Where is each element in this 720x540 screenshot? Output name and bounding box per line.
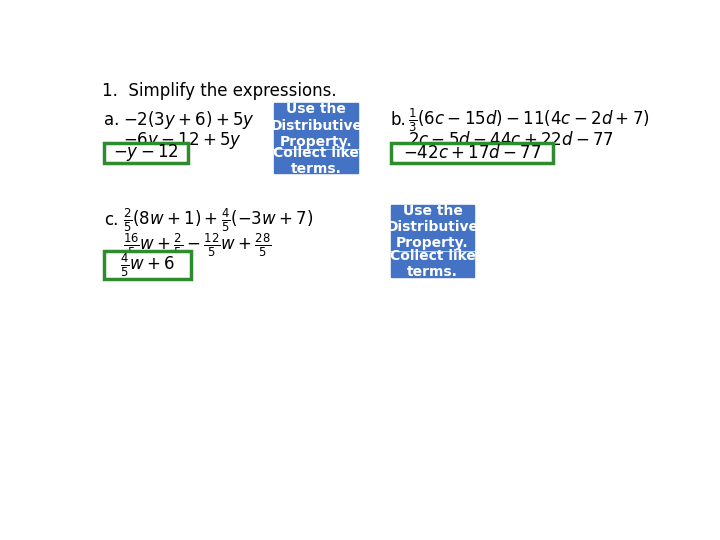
Text: $-42c + 17d - 77$: $-42c + 17d - 77$ bbox=[403, 144, 541, 161]
Text: $\frac{1}{3}(6c - 15d) - 11(4c - 2d + 7)$: $\frac{1}{3}(6c - 15d) - 11(4c - 2d + 7)… bbox=[408, 106, 649, 134]
Text: $-2(3y + 6) + 5y$: $-2(3y + 6) + 5y$ bbox=[122, 109, 254, 131]
Text: Use the
Distributive
Property.: Use the Distributive Property. bbox=[270, 103, 362, 149]
Text: 1.  Simplify the expressions.: 1. Simplify the expressions. bbox=[102, 82, 336, 100]
Text: $\frac{16}{5}w + \frac{2}{5} - \frac{12}{5}w + \frac{28}{5}$: $\frac{16}{5}w + \frac{2}{5} - \frac{12}… bbox=[122, 232, 271, 259]
Text: $-6y - 12 + 5y$: $-6y - 12 + 5y$ bbox=[122, 130, 241, 151]
Text: Collect like
terms.: Collect like terms. bbox=[274, 146, 359, 176]
FancyBboxPatch shape bbox=[104, 143, 188, 163]
Text: $\frac{2}{5}(8w + 1) + \frac{4}{5}(-3w + 7)$: $\frac{2}{5}(8w + 1) + \frac{4}{5}(-3w +… bbox=[122, 207, 312, 234]
Text: $2c - 5d - 44c + 22d - 77$: $2c - 5d - 44c + 22d - 77$ bbox=[408, 131, 613, 149]
FancyBboxPatch shape bbox=[274, 103, 358, 148]
Text: $\frac{4}{5}w + 6$: $\frac{4}{5}w + 6$ bbox=[120, 251, 175, 279]
FancyBboxPatch shape bbox=[104, 251, 191, 279]
Text: c.: c. bbox=[104, 211, 118, 230]
FancyBboxPatch shape bbox=[391, 252, 474, 276]
FancyBboxPatch shape bbox=[274, 150, 358, 173]
FancyBboxPatch shape bbox=[391, 205, 474, 249]
Text: Collect like
terms.: Collect like terms. bbox=[390, 249, 475, 279]
Text: $-y - 12$: $-y - 12$ bbox=[113, 142, 179, 163]
Text: a.: a. bbox=[104, 111, 120, 129]
FancyBboxPatch shape bbox=[391, 143, 554, 163]
Text: Use the
Distributive
Property.: Use the Distributive Property. bbox=[387, 204, 479, 251]
Text: b.: b. bbox=[391, 111, 407, 129]
